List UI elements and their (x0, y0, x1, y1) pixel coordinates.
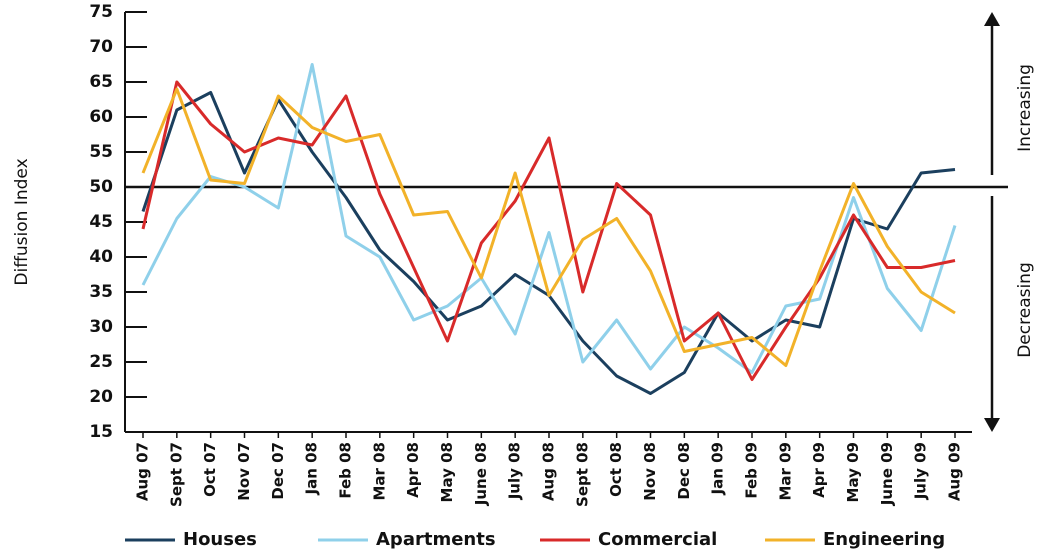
y-tick-label: 60 (89, 107, 113, 127)
y-tick-label: 65 (89, 72, 113, 92)
x-tick-label: May 09 (844, 442, 862, 502)
x-tick-label: Apr 09 (810, 442, 828, 498)
x-tick-label: Apr 08 (404, 442, 422, 498)
x-tick-label: Jan 09 (709, 442, 727, 495)
series-line (141, 63, 957, 374)
x-tick-label: Aug 08 (540, 442, 558, 501)
x-tick-label: Sept 08 (573, 442, 591, 507)
y-tick-label: 25 (89, 352, 113, 372)
x-tick-label: June 09 (878, 442, 896, 506)
y-tick-label: 75 (89, 2, 113, 22)
series-line (141, 87, 956, 367)
legend-label: Engineering (823, 529, 945, 550)
x-tick-label: Nov 08 (641, 442, 659, 501)
legend-label: Apartments (376, 529, 496, 550)
x-tick-label: Dec 07 (269, 442, 287, 500)
x-tick-label: Oct 07 (201, 442, 219, 497)
y-tick-label: 70 (89, 37, 113, 57)
x-tick-label: Sept 07 (167, 442, 185, 507)
x-tick-label: Nov 07 (235, 442, 253, 501)
x-tick-label: May 08 (438, 442, 456, 502)
y-tick-label: 20 (89, 387, 113, 407)
x-tick-label: Mar 09 (776, 442, 794, 501)
annotation: Increasing (1015, 64, 1035, 152)
legend-label: Houses (183, 529, 257, 550)
y-tick-label: 45 (89, 212, 113, 232)
y-axis-label: Diffusion Index (12, 158, 32, 285)
series-line (141, 80, 956, 381)
x-tick-label: July 08 (506, 442, 524, 500)
x-tick-label: Aug 09 (946, 442, 964, 501)
y-tick-label: 15 (89, 422, 113, 442)
legend-label: Commercial (598, 529, 717, 550)
y-tick-label: 50 (89, 177, 113, 197)
annotation: Decreasing (1015, 262, 1035, 358)
x-tick-label: Mar 08 (370, 442, 388, 501)
y-tick-label: 35 (89, 282, 113, 302)
arrow-head (984, 418, 1000, 432)
x-tick-label: Oct 08 (607, 442, 625, 497)
y-tick-label: 40 (89, 247, 113, 267)
x-tick-label: July 09 (912, 442, 930, 500)
y-tick-label: 30 (89, 317, 113, 337)
arrow-head (984, 12, 1000, 26)
y-tick-label: 55 (89, 142, 113, 162)
x-tick-label: Aug 07 (134, 442, 152, 501)
x-tick-label: Feb 08 (337, 442, 355, 499)
x-tick-label: Jan 08 (303, 442, 321, 495)
x-tick-label: Feb 09 (743, 442, 761, 499)
x-tick-label: June 08 (472, 442, 490, 506)
x-tick-label: Dec 08 (675, 442, 693, 500)
